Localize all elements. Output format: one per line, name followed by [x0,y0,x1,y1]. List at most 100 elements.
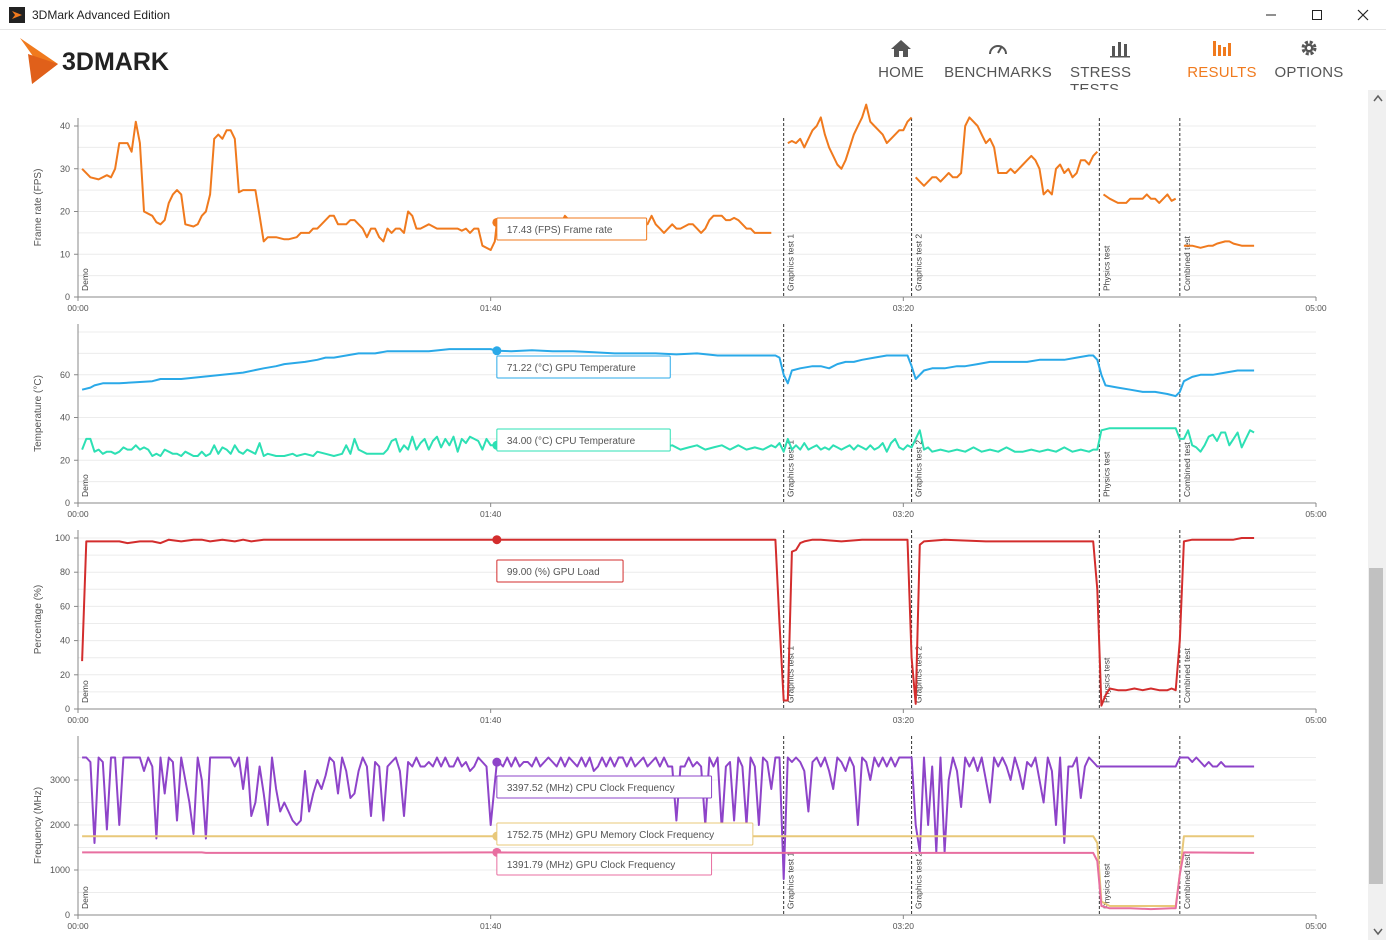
window-title: 3DMark Advanced Edition [32,8,171,22]
y-axis-label: Frame rate (FPS) [33,169,44,247]
value-tooltip-text: 34.00 (°C) CPU Temperature [507,436,636,447]
x-tick-label: 01:40 [480,509,502,519]
y-tick-label: 20 [60,455,70,465]
section-label: Combined test [1182,236,1192,291]
series-line [81,537,1255,707]
window-titlebar: 3DMark Advanced Edition [0,0,1386,30]
section-label: Combined test [1182,442,1192,497]
section-label: Graphics test 2 [914,852,924,909]
chart-panel-1: 0 20 40 60 Temperature (°C) 00:00 01:40 03:20 05… [33,324,1327,519]
y-tick-label: 40 [60,636,70,646]
nav-home-label: HOME [878,64,924,81]
section-label: Graphics test 2 [914,234,924,291]
value-tooltip-text: 17.43 (FPS) Frame rate [507,225,613,236]
x-tick-label: 05:00 [1305,715,1327,725]
value-tooltip-text: 1752.75 (MHz) GPU Memory Clock Frequency [507,830,714,841]
bars-icon [1110,42,1130,58]
y-tick-label: 40 [60,121,70,131]
brand-name: 3DMARK [62,48,169,76]
value-tooltip-text: 1391.79 (MHz) GPU Clock Frequency [507,860,675,871]
y-tick-label: 80 [60,567,70,577]
y-tick-label: 30 [60,164,70,174]
value-tooltip [496,355,671,379]
chart-panel-0: 0 10 20 30 40 Frame rate (FPS) 00:00 01:40 03:20… [33,103,1327,313]
y-tick-label: 20 [60,670,70,680]
scrollbar-thumb[interactable] [1369,568,1383,884]
series-line [81,120,772,251]
section-label: Physics test [1101,863,1111,909]
x-tick-label: 05:00 [1305,303,1327,313]
app-icon [9,7,25,23]
nav-results-label: RESULTS [1187,64,1257,81]
minimize-button[interactable] [1248,0,1294,30]
series-line [1183,240,1255,249]
x-tick-label: 00:00 [67,303,89,313]
section-label: Demo [80,474,90,497]
value-tooltip [496,217,648,241]
x-tick-label: 03:20 [893,303,915,313]
y-tick-label: 3000 [50,775,70,785]
scroll-down-arrow-icon[interactable] [1373,928,1383,936]
cursor-point [492,757,502,767]
nav-results[interactable]: RESULTS [1187,38,1257,81]
value-tooltip-text: 3397.52 (MHz) CPU Clock Frequency [507,783,675,794]
results-chart-icon [1213,41,1231,56]
series-line [787,103,913,170]
brand-logo[interactable]: 3DMARK [18,36,228,91]
section-label: Demo [80,680,90,703]
nav-options[interactable]: OPTIONS [1274,38,1344,81]
nav-benchmarks-label: BENCHMARKS [944,64,1052,81]
y-tick-label: 1000 [50,865,70,875]
section-label: Graphics test 2 [914,440,924,497]
nav-options-label: OPTIONS [1274,64,1344,81]
y-tick-label: 60 [60,601,70,611]
nav-stress-tests[interactable]: STRESS TESTS [1070,38,1170,98]
section-label: Graphics test 2 [914,646,924,703]
y-tick-label: 0 [65,704,70,714]
section-label: Graphics test 1 [786,440,796,497]
y-tick-label: 40 [60,413,70,423]
y-tick-label: 60 [60,370,70,380]
section-label: Combined test [1182,854,1192,909]
chart-panel-2: 0 20 40 60 80 100 Percentage (%) 00:00 01:40 03:2… [33,530,1327,725]
y-tick-label: 0 [65,292,70,302]
y-tick-label: 0 [65,498,70,508]
value-tooltip-text: 71.22 (°C) GPU Temperature [507,363,636,374]
cursor-point [492,346,502,356]
y-tick-label: 2000 [50,820,70,830]
value-tooltip-text: 99.00 (%) GPU Load [507,567,600,578]
section-label: Demo [80,268,90,291]
close-button[interactable] [1340,0,1386,30]
y-axis-label: Temperature (°C) [33,375,44,452]
3dmark-logo-icon: 3DMARK [20,38,169,84]
home-icon [891,40,911,57]
section-label: Demo [80,886,90,909]
section-label: Graphics test 1 [786,852,796,909]
x-tick-label: 01:40 [480,715,502,725]
x-tick-label: 05:00 [1305,509,1327,519]
series-line [82,851,1255,911]
y-tick-label: 20 [60,207,70,217]
maximize-button[interactable] [1294,0,1340,30]
y-axis-label: Percentage (%) [33,585,44,654]
results-monitoring-panel: 0 10 20 30 40 Frame rate (FPS) 00:00 01:40 03:20… [0,90,1368,940]
y-tick-label: 10 [60,249,70,259]
y-axis-label: Frequency (MHz) [33,787,44,864]
y-tick-label: 100 [55,533,70,543]
x-tick-label: 01:40 [480,921,502,931]
section-label: Physics test [1101,451,1111,497]
chart-panel-3: 0 1000 2000 3000 Frequency (MHz) 00:00 01:40 03… [33,736,1327,931]
speedometer-icon [989,45,1007,55]
section-label: Physics test [1101,245,1111,291]
nav-home[interactable]: HOME [872,38,930,81]
x-tick-label: 00:00 [67,715,89,725]
maximize-icon [1312,10,1322,20]
x-tick-label: 05:00 [1305,921,1327,931]
series-line [1102,193,1177,204]
x-tick-label: 00:00 [67,509,89,519]
section-label: Combined test [1182,648,1192,703]
nav-benchmarks[interactable]: BENCHMARKS [944,38,1052,81]
x-tick-label: 03:20 [893,509,915,519]
scroll-up-arrow-icon[interactable] [1373,94,1383,102]
cursor-point [492,535,502,545]
